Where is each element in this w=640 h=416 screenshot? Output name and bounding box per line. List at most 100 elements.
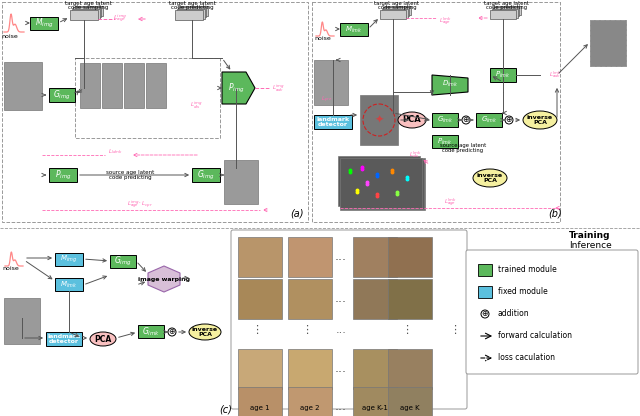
Bar <box>388 387 432 416</box>
Text: (c): (c) <box>220 405 232 415</box>
Bar <box>175 10 203 20</box>
Text: age K: age K <box>400 405 420 411</box>
Bar <box>179 5 207 15</box>
Text: inverse
PCA: inverse PCA <box>477 173 503 183</box>
Text: $G_{lmk}$: $G_{lmk}$ <box>481 115 497 125</box>
Ellipse shape <box>523 111 557 129</box>
Bar <box>492 8 518 17</box>
Text: fixed module: fixed module <box>498 287 548 297</box>
Text: forward calculation: forward calculation <box>498 332 572 341</box>
Circle shape <box>168 328 176 336</box>
Bar <box>340 158 425 210</box>
Text: code sampling: code sampling <box>68 5 108 10</box>
Bar <box>138 325 164 338</box>
Text: $\oplus$: $\oplus$ <box>462 116 470 124</box>
Bar <box>238 387 282 416</box>
Bar <box>590 20 626 66</box>
Bar <box>238 349 282 389</box>
Ellipse shape <box>398 112 426 128</box>
Text: age 2: age 2 <box>300 405 320 411</box>
Bar <box>4 62 42 110</box>
Text: $L_{ldmk}$: $L_{ldmk}$ <box>108 148 122 156</box>
Text: $M_{img}$: $M_{img}$ <box>35 17 53 30</box>
Text: $L^{img}_{adv}$: $L^{img}_{adv}$ <box>272 82 284 94</box>
FancyBboxPatch shape <box>466 250 638 374</box>
Bar <box>385 5 410 15</box>
Text: inverse
PCA: inverse PCA <box>527 114 553 125</box>
Text: ⋮: ⋮ <box>301 325 312 335</box>
Circle shape <box>505 116 513 124</box>
Bar <box>238 237 282 277</box>
Text: code predicting: code predicting <box>171 5 213 10</box>
Text: (b): (b) <box>548 209 562 219</box>
Text: $G_{img}$: $G_{img}$ <box>114 255 132 268</box>
Bar <box>46 332 82 346</box>
Bar <box>288 349 332 389</box>
Bar <box>288 237 332 277</box>
Text: ...: ... <box>335 325 346 335</box>
Text: $L_{pre}$: $L_{pre}$ <box>321 95 333 105</box>
Text: $P_{img}$: $P_{img}$ <box>228 82 244 94</box>
Bar <box>478 286 492 298</box>
Bar <box>381 8 408 17</box>
Text: noise: noise <box>3 265 19 270</box>
Bar <box>224 160 258 204</box>
Text: target age latent: target age latent <box>168 2 216 7</box>
Bar <box>4 298 40 344</box>
Bar <box>80 63 100 108</box>
Text: $L^{img}_{dis}$: $L^{img}_{dis}$ <box>189 99 202 111</box>
Bar <box>2 2 308 222</box>
Text: $P_{lmk}$: $P_{lmk}$ <box>495 70 511 80</box>
Text: ⋮: ⋮ <box>252 325 262 335</box>
Bar <box>70 10 98 20</box>
Bar <box>388 349 432 389</box>
Ellipse shape <box>189 324 221 340</box>
Text: ...: ... <box>335 401 347 414</box>
Bar <box>102 63 122 108</box>
Bar <box>312 2 560 222</box>
Bar <box>478 264 492 276</box>
Bar <box>314 115 352 129</box>
Text: source age latent
code predicting: source age latent code predicting <box>440 143 486 154</box>
Bar <box>495 5 520 15</box>
Bar <box>178 7 206 17</box>
Bar <box>73 7 101 17</box>
Bar <box>432 135 458 148</box>
Text: $G_{lmk}$: $G_{lmk}$ <box>436 115 453 125</box>
Bar <box>476 113 502 127</box>
Text: $M_{lmk}$: $M_{lmk}$ <box>346 25 363 35</box>
Text: inverse
PCA: inverse PCA <box>192 327 218 337</box>
Bar <box>288 279 332 319</box>
Text: PCA: PCA <box>94 334 111 344</box>
Text: $\oplus$: $\oplus$ <box>168 327 176 337</box>
Bar <box>124 63 144 108</box>
Text: $G_{lmk}$: $G_{lmk}$ <box>142 325 160 338</box>
Bar <box>238 279 282 319</box>
Text: landmark
detector: landmark detector <box>47 334 81 344</box>
Polygon shape <box>148 266 180 292</box>
Text: noise: noise <box>315 35 332 40</box>
Bar <box>340 23 368 36</box>
Polygon shape <box>432 75 468 95</box>
Text: noise: noise <box>2 34 19 39</box>
Text: ⋮: ⋮ <box>449 325 461 335</box>
Bar <box>353 279 397 319</box>
Text: image warping: image warping <box>138 277 190 282</box>
Text: ...: ... <box>335 362 347 376</box>
Bar <box>490 10 516 19</box>
Text: target age latent: target age latent <box>484 2 529 7</box>
Text: $P_{img}$: $P_{img}$ <box>55 168 71 181</box>
Ellipse shape <box>90 332 116 346</box>
Bar <box>110 255 136 268</box>
Text: age K-1: age K-1 <box>362 405 388 411</box>
Bar <box>388 279 432 319</box>
Text: target age latent: target age latent <box>374 2 419 7</box>
Bar <box>353 237 397 277</box>
Text: $P_{lmk}$: $P_{lmk}$ <box>437 136 452 146</box>
Bar <box>192 168 220 182</box>
Bar <box>388 237 432 277</box>
Text: $L^{lmk}_{age}$: $L^{lmk}_{age}$ <box>438 16 451 28</box>
Text: code predicting: code predicting <box>486 5 527 10</box>
Text: $L^{lmk}_{dis}$: $L^{lmk}_{dis}$ <box>409 150 421 161</box>
Bar <box>490 68 516 82</box>
